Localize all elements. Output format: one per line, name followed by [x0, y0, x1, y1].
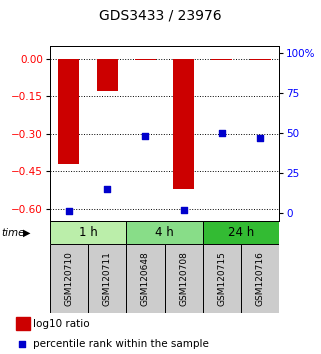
Text: GSM120710: GSM120710 — [65, 251, 74, 306]
Text: GSM120716: GSM120716 — [256, 251, 265, 306]
Text: GDS3433 / 23976: GDS3433 / 23976 — [99, 9, 222, 23]
Bar — [250, 58, 271, 60]
Text: time: time — [2, 228, 25, 238]
Bar — [58, 58, 79, 164]
Point — [257, 135, 263, 141]
Point — [66, 208, 72, 214]
Text: 4 h: 4 h — [155, 226, 174, 239]
Bar — [97, 58, 118, 91]
Point — [105, 186, 110, 192]
Text: percentile rank within the sample: percentile rank within the sample — [33, 339, 208, 349]
Text: log10 ratio: log10 ratio — [33, 319, 89, 329]
Text: GSM120711: GSM120711 — [103, 251, 112, 306]
Bar — [50, 221, 126, 244]
Text: GSM120648: GSM120648 — [141, 251, 150, 306]
Point — [181, 207, 186, 213]
Bar — [173, 58, 194, 189]
Bar — [88, 244, 126, 313]
Bar — [126, 244, 164, 313]
Text: 24 h: 24 h — [228, 226, 254, 239]
Text: GSM120715: GSM120715 — [217, 251, 226, 306]
Bar — [203, 244, 241, 313]
Text: 1 h: 1 h — [79, 226, 97, 239]
Point — [143, 133, 148, 139]
Bar — [16, 317, 30, 330]
Point — [20, 341, 25, 347]
Bar — [126, 221, 203, 244]
Bar — [50, 244, 88, 313]
Text: GSM120708: GSM120708 — [179, 251, 188, 306]
Bar — [211, 58, 232, 60]
Bar — [241, 244, 279, 313]
Bar — [164, 244, 203, 313]
Bar — [135, 58, 156, 60]
Bar — [203, 221, 279, 244]
Point — [219, 130, 224, 136]
Text: ▶: ▶ — [23, 228, 31, 238]
